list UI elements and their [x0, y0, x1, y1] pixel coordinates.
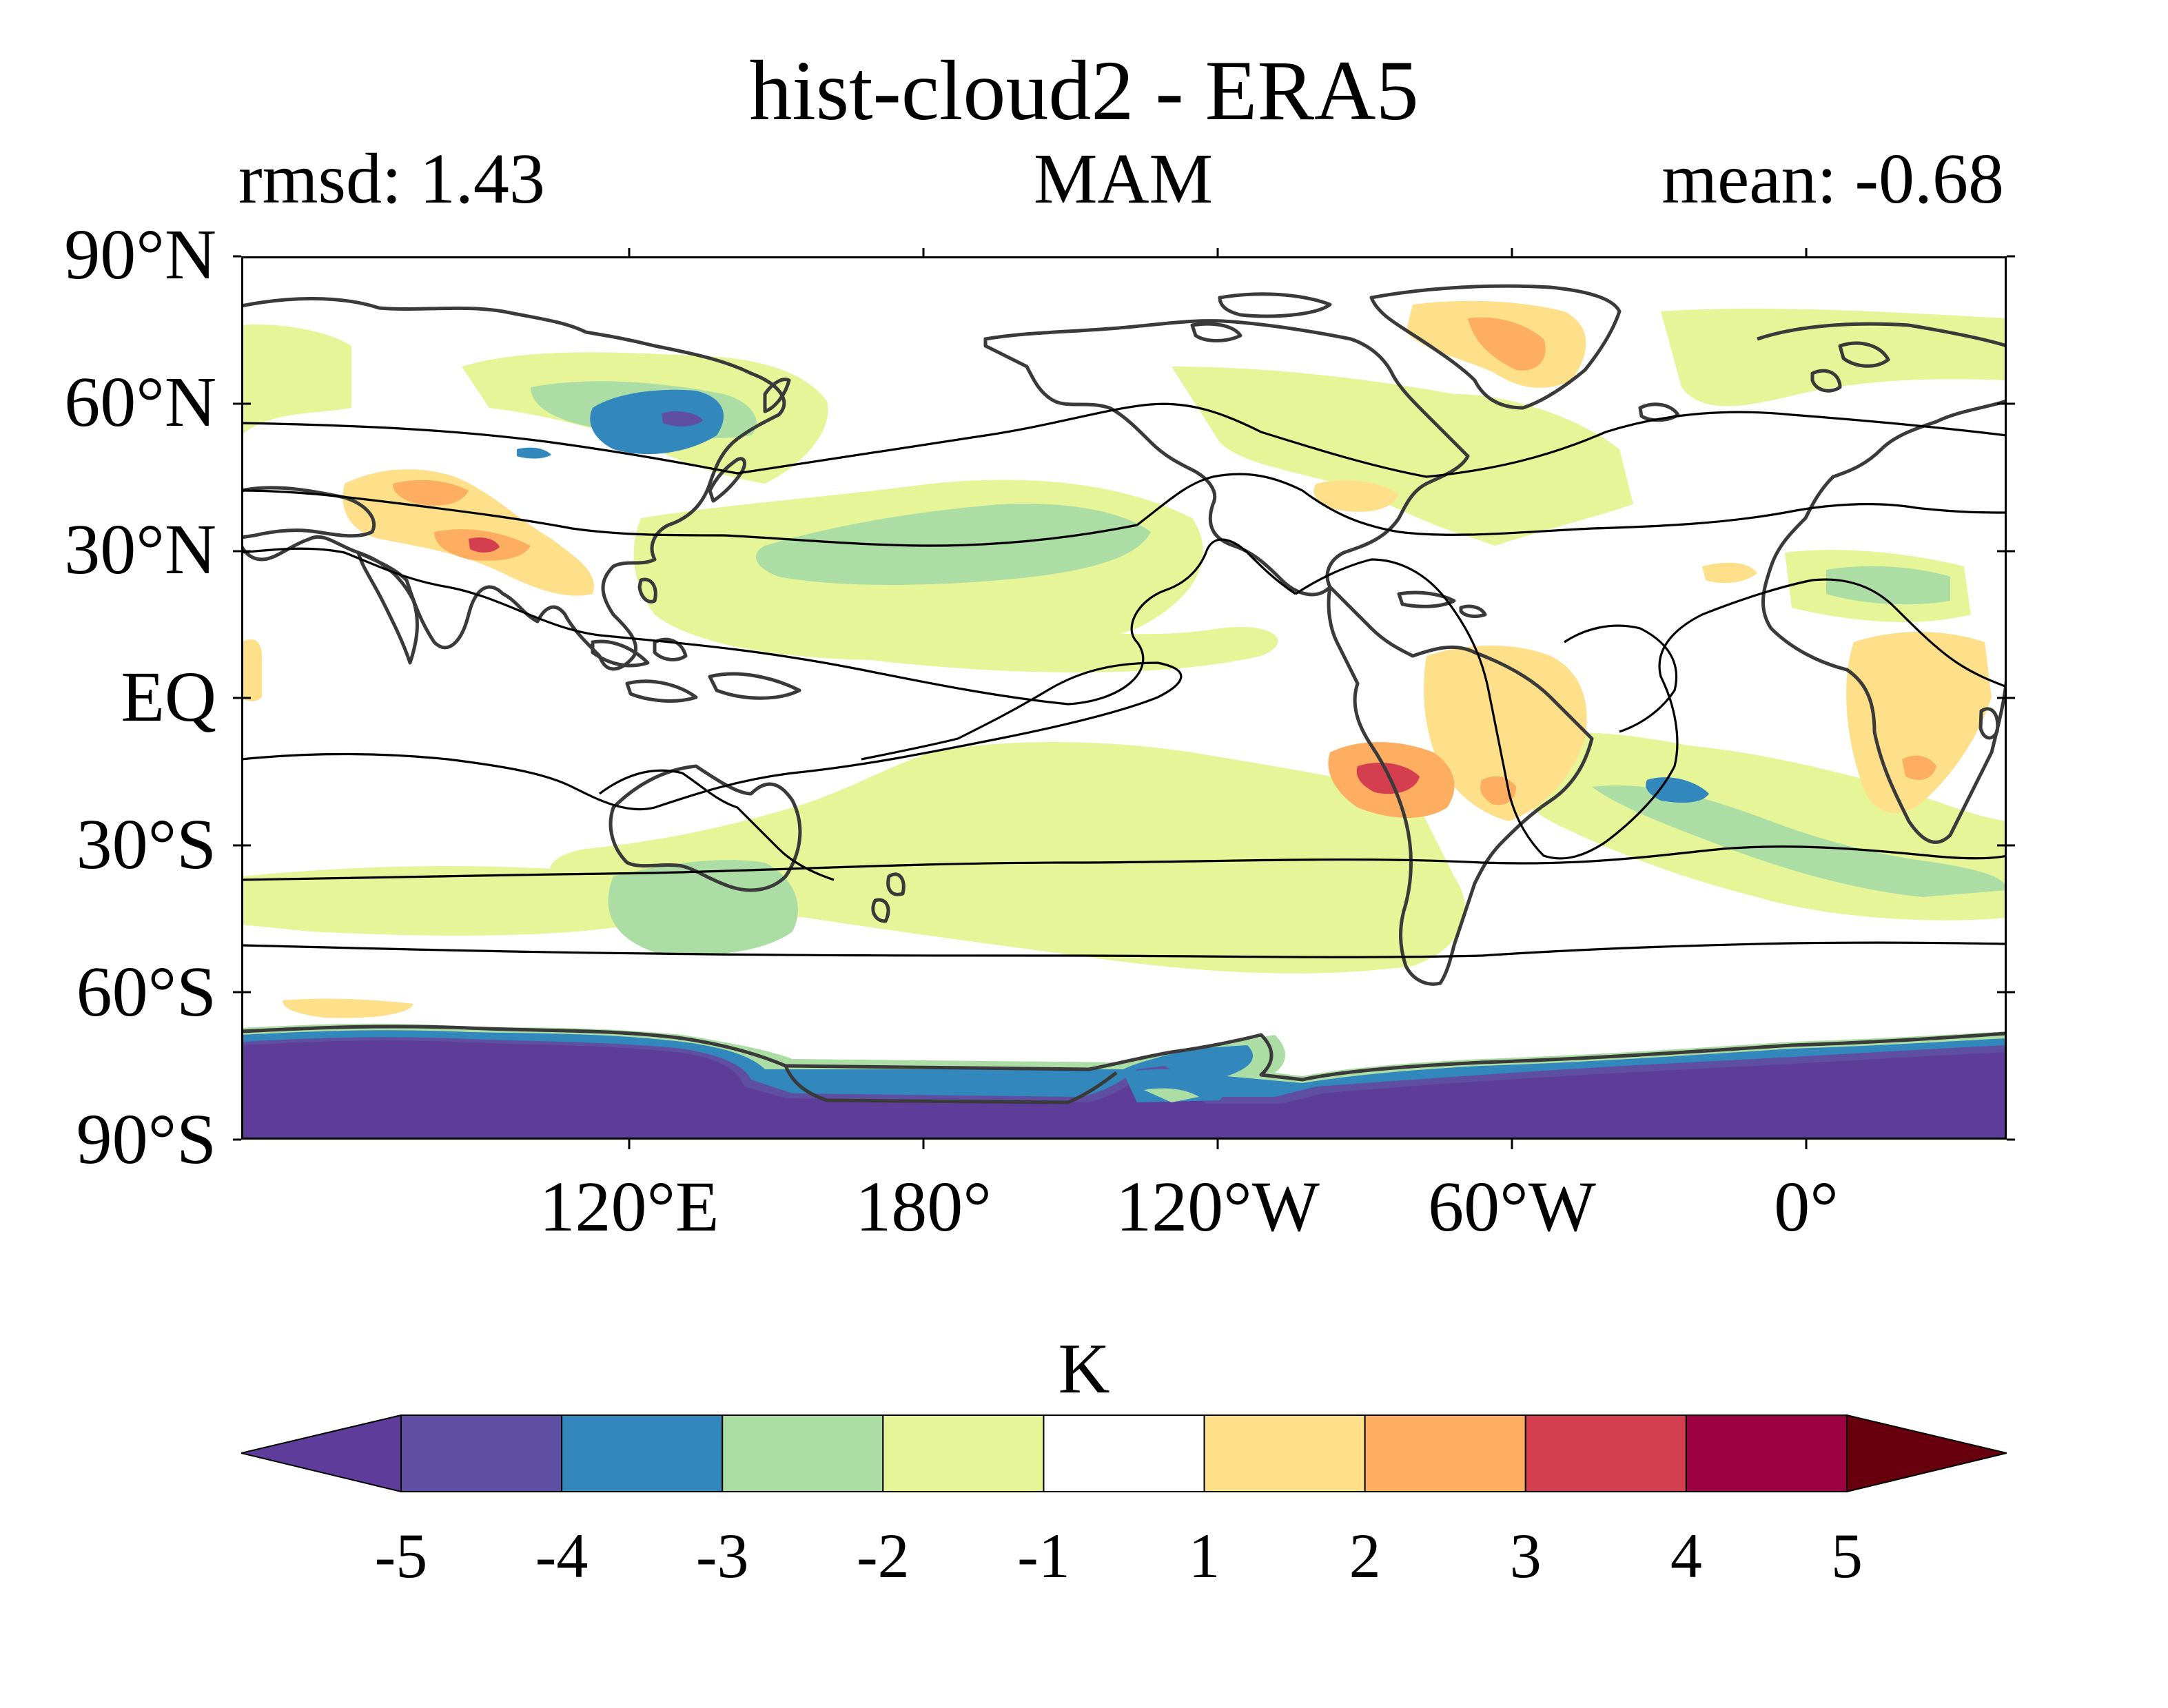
colorbar-left-extend — [241, 1414, 402, 1493]
colorbar-unit-label: K — [1058, 1329, 1110, 1408]
colorbar-cell — [1685, 1414, 1848, 1492]
map-title: hist-cloud2 - ERA5 — [749, 43, 1419, 138]
rmsd-label: rmsd: 1.43 — [238, 139, 545, 218]
colorbar-cell — [722, 1414, 884, 1492]
colorbar-cell — [561, 1414, 724, 1492]
colorbar — [241, 1414, 2007, 1493]
colorbar-cell — [1203, 1414, 1366, 1492]
lat-label-30n: 30°N — [64, 510, 216, 589]
lon-label-180: 180° — [855, 1167, 992, 1246]
lon-label-0: 0° — [1774, 1167, 1839, 1246]
colorbar-tick-label: 1 — [1188, 1521, 1220, 1591]
colorbar-cell — [400, 1414, 563, 1492]
colorbar-tick-label: -1 — [1017, 1521, 1070, 1591]
lat-label-60n: 60°N — [64, 362, 216, 442]
season-label: MAM — [1033, 139, 1214, 218]
colorbar-tick-label: 4 — [1670, 1521, 1702, 1591]
map-border — [241, 256, 2007, 1140]
colorbar-tick-label: -3 — [695, 1521, 749, 1591]
colorbar-tick-label: 2 — [1349, 1521, 1381, 1591]
lat-label-90n: 90°N — [64, 215, 216, 294]
black-contours — [241, 402, 2007, 958]
lon-label-120e: 120°E — [539, 1167, 719, 1246]
lat-label-60s: 60°S — [76, 952, 216, 1031]
colorbar-tick-label: -2 — [857, 1521, 910, 1591]
colorbar-cell — [1364, 1414, 1526, 1492]
colorbar-tick-label: -4 — [535, 1521, 589, 1591]
colorbar-tick-label: 3 — [1509, 1521, 1542, 1591]
mean-label: mean: -0.68 — [1661, 139, 2004, 218]
lon-label-120w: 120°W — [1116, 1167, 1320, 1246]
colorbar-right-extend — [1846, 1414, 2007, 1493]
colorbar-cell — [882, 1414, 1045, 1492]
colorbar-cell — [1524, 1414, 1687, 1492]
coastlines — [241, 284, 2007, 1104]
lat-label-eq: EQ — [121, 657, 216, 737]
colorbar-tick-label: -5 — [374, 1521, 428, 1591]
anomaly-fields — [241, 300, 2007, 1140]
lat-label-30s: 30°S — [76, 805, 216, 884]
colorbar-cell — [1043, 1414, 1205, 1492]
temperature-anomaly-map — [241, 256, 2007, 1140]
lat-label-90s: 90°S — [76, 1100, 216, 1179]
colorbar-tick-label: 5 — [1831, 1521, 1863, 1591]
lon-label-60w: 60°W — [1428, 1167, 1596, 1246]
